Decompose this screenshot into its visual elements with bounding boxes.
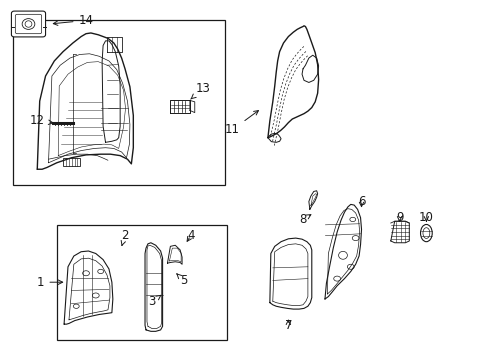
Circle shape	[92, 293, 99, 298]
Ellipse shape	[338, 251, 346, 259]
Ellipse shape	[422, 228, 429, 238]
FancyBboxPatch shape	[15, 14, 41, 34]
Ellipse shape	[420, 225, 431, 242]
FancyBboxPatch shape	[11, 11, 45, 37]
Text: 12: 12	[30, 114, 53, 127]
Text: 14: 14	[53, 14, 93, 27]
Ellipse shape	[25, 21, 32, 27]
Bar	[57, 225, 227, 339]
Text: 1: 1	[37, 276, 62, 289]
Bar	[63, 158, 80, 166]
Circle shape	[73, 304, 79, 309]
Text: 11: 11	[224, 111, 258, 136]
Circle shape	[351, 235, 358, 240]
Text: 13: 13	[190, 82, 210, 99]
Circle shape	[333, 276, 340, 281]
Text: 3: 3	[148, 295, 161, 309]
Text: 10: 10	[418, 211, 433, 224]
Text: 5: 5	[177, 274, 187, 287]
Text: 4: 4	[187, 229, 194, 242]
Bar	[13, 21, 224, 185]
Circle shape	[346, 264, 353, 269]
Text: 7: 7	[284, 319, 291, 332]
Circle shape	[82, 271, 89, 276]
Text: 6: 6	[357, 195, 365, 208]
Circle shape	[349, 217, 355, 222]
Text: 2: 2	[121, 229, 128, 246]
Ellipse shape	[22, 19, 35, 30]
Circle shape	[98, 269, 103, 274]
Text: 9: 9	[395, 211, 403, 224]
Text: 8: 8	[299, 213, 310, 226]
